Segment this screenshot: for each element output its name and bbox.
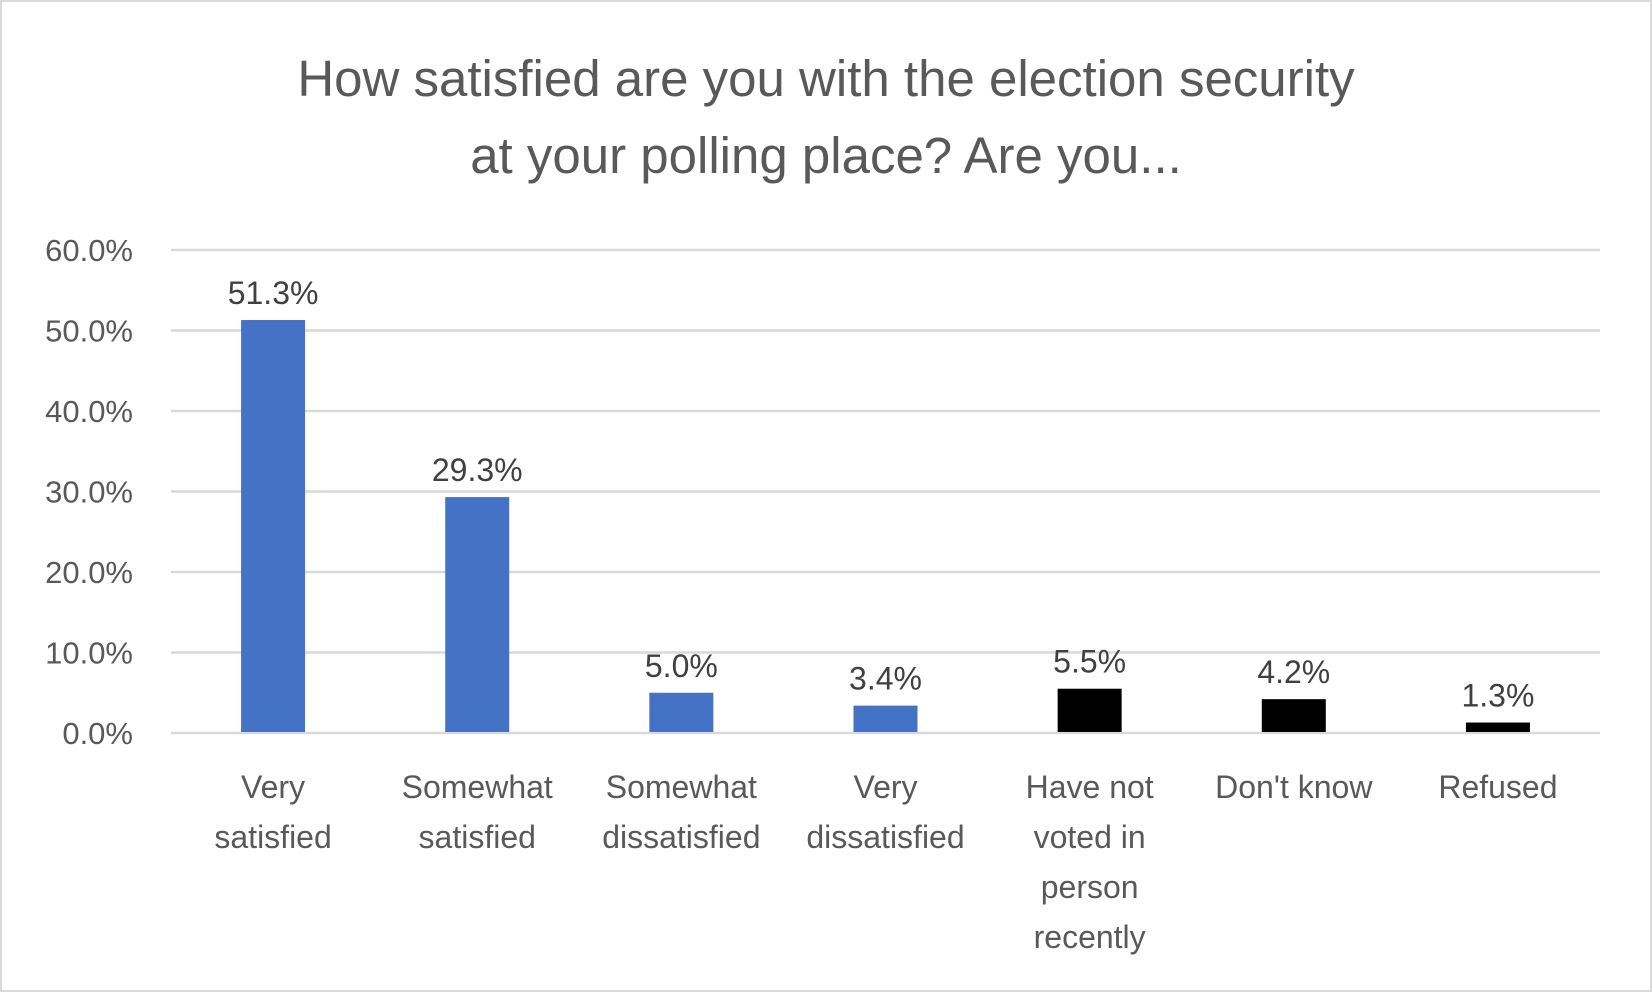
data-label: 3.4% bbox=[849, 661, 922, 697]
chart-title: How satisfied are you with the election … bbox=[297, 50, 1355, 184]
bar bbox=[1057, 688, 1122, 732]
data-label: 4.2% bbox=[1257, 654, 1330, 690]
data-label: 51.3% bbox=[228, 275, 319, 311]
category-label-line: Don't know bbox=[1215, 769, 1373, 805]
bar bbox=[649, 692, 714, 732]
category-label-line: recently bbox=[1034, 919, 1146, 955]
chart-title-line-1: How satisfied are you with the election … bbox=[297, 50, 1355, 107]
bar bbox=[445, 497, 510, 732]
category-label: Somewhat satisfied bbox=[402, 769, 553, 855]
y-tick-label: 50.0% bbox=[45, 314, 133, 349]
category-label: Very satisfied bbox=[214, 769, 331, 855]
category-label: Somewhat dissatisfied bbox=[602, 769, 760, 855]
category-label-line: satisfied bbox=[419, 819, 536, 855]
category-label-line: Have not bbox=[1026, 769, 1154, 805]
data-label: 5.5% bbox=[1053, 644, 1126, 680]
category-label-line: person bbox=[1041, 869, 1139, 905]
data-label: 1.3% bbox=[1461, 678, 1534, 714]
category-label-line: Somewhat bbox=[606, 769, 757, 805]
category-label-line: voted in bbox=[1034, 819, 1146, 855]
category-label-line: Somewhat bbox=[402, 769, 553, 805]
y-tick-label: 0.0% bbox=[62, 716, 133, 751]
chart-title-line-2: at your polling place? Are you... bbox=[470, 127, 1182, 184]
y-tick-label: 10.0% bbox=[45, 636, 133, 671]
category-label-line: satisfied bbox=[214, 819, 331, 855]
bar bbox=[853, 705, 918, 732]
category-label-line: dissatisfied bbox=[602, 819, 760, 855]
category-label: Refused bbox=[1438, 769, 1557, 805]
category-label-line: dissatisfied bbox=[806, 819, 964, 855]
y-tick-label: 60.0% bbox=[45, 233, 133, 268]
category-label: Don't know bbox=[1215, 769, 1373, 805]
bars bbox=[241, 320, 1530, 732]
category-label-line: Refused bbox=[1438, 769, 1557, 805]
category-label: Very dissatisfied bbox=[806, 769, 964, 855]
x-axis-categories: Very satisfied Somewhat satisfied Somewhat di… bbox=[214, 769, 1557, 955]
data-label: 5.0% bbox=[645, 648, 718, 684]
gridlines bbox=[171, 248, 1600, 735]
data-label: 29.3% bbox=[432, 452, 523, 488]
y-tick-label: 40.0% bbox=[45, 394, 133, 429]
y-axis-ticks: 0.0% 10.0% 20.0% 30.0% 40.0% 50.0% 60.0% bbox=[45, 233, 133, 751]
category-label-line: Very bbox=[241, 769, 305, 805]
bar bbox=[1261, 699, 1326, 732]
y-tick-label: 20.0% bbox=[45, 555, 133, 590]
bar bbox=[241, 320, 306, 732]
category-label-line: Very bbox=[853, 769, 917, 805]
data-labels: 51.3% 29.3% 5.0% 3.4% 5.5% 4.2% 1.3% bbox=[228, 275, 1535, 713]
category-label: Have not voted in person recently bbox=[1026, 769, 1154, 955]
y-tick-label: 30.0% bbox=[45, 475, 133, 510]
bar bbox=[1465, 722, 1530, 732]
